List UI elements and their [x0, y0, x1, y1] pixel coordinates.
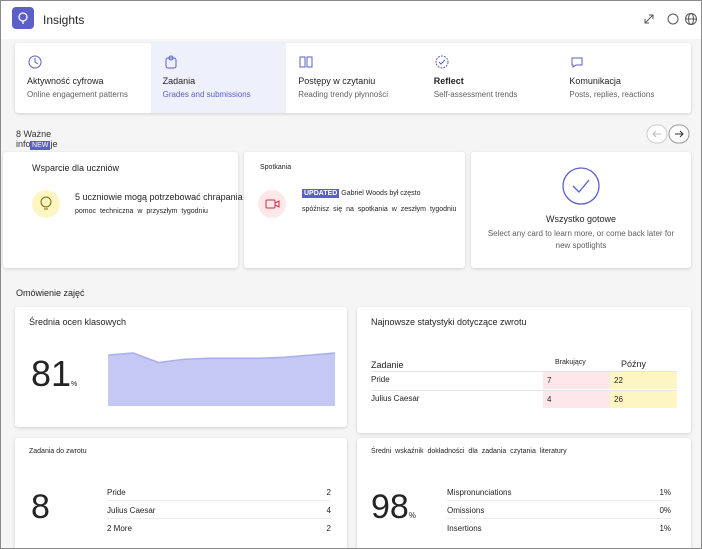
spotlight-card[interactable]: Wsparcie dla uczniów 5 uczniowie mogą po…: [3, 152, 243, 268]
to-return-card[interactable]: Zadania do zwrotu 8 Pride 2 Julius Caesar 4…: [15, 438, 347, 548]
col-header: Brakujący: [555, 359, 586, 366]
tab-icon: [571, 57, 583, 68]
cell: 7: [543, 372, 610, 389]
header: Insights: [1, 1, 701, 39]
tab-icon: [165, 55, 177, 69]
cell: Julius Caesar: [371, 394, 420, 403]
cell: 26: [610, 391, 677, 408]
spotlight-card[interactable]: Spotkania UPDATED Gabriel Woods był częs…: [244, 152, 465, 268]
card-text: pomoc techniczna w przyszłym tygodniu: [75, 208, 208, 215]
value: 98: [371, 488, 409, 526]
tab-subtitle: Grades and submissions: [162, 90, 251, 99]
meeting-icon: [258, 190, 286, 218]
tab-subtitle: Posts, replies, reactions: [569, 90, 655, 99]
text: Gabriel Woods był często: [341, 190, 421, 197]
bulb-icon: [32, 190, 60, 218]
app-title: Insights: [43, 13, 85, 27]
tab-title: Zadania: [162, 76, 196, 86]
tab[interactable]: Postępy w czytaniu Reading trendy płynnoś…: [286, 43, 421, 113]
row-label: 2 More: [107, 524, 132, 533]
accuracy-card[interactable]: Średni wskaźnik dokładności dla zadania …: [357, 438, 691, 548]
row-divider: [371, 371, 677, 372]
app-icon: [12, 7, 34, 29]
row-value: 2: [326, 488, 331, 497]
row-divider: [107, 500, 331, 501]
row-label: Julius Caesar: [107, 506, 156, 515]
average-card[interactable]: Średnia ocen klasowych 81%: [15, 307, 347, 427]
row-value: 2: [326, 524, 331, 533]
big-value: 81%: [31, 353, 77, 395]
row-value: 1%: [659, 488, 671, 497]
row-divider: [447, 518, 671, 519]
cell: 4: [543, 391, 610, 408]
card-title: Średni wskaźnik dokładności dla zadania …: [371, 448, 567, 455]
card-title: Średnia ocen klasowych: [29, 317, 127, 327]
tab-icon: [28, 55, 42, 69]
row-divider: [447, 500, 671, 501]
big-value: 98%: [371, 488, 416, 527]
col-header: Zadanie: [371, 360, 404, 370]
spotlights-heading: 8 Ważne informacje NEW: [16, 129, 88, 150]
unit: %: [71, 381, 78, 388]
check-icon: [562, 167, 600, 205]
card-text: Select any card to learn more, or come b…: [487, 229, 675, 250]
window-controls[interactable]: [641, 11, 697, 27]
tab[interactable]: Komunikacja Posts, replies, reactions: [557, 43, 692, 113]
card-title: Spotkania: [260, 164, 292, 171]
trend-area: [108, 353, 335, 406]
tab-subtitle: Self-assessment trends: [433, 90, 518, 99]
tab-subtitle: Online engagement patterns: [27, 90, 128, 99]
updated-badge: UPDATED: [302, 189, 340, 198]
row-label: Pride: [107, 488, 126, 497]
card-title: Wsparcie dla uczniów: [32, 163, 120, 173]
carousel-nav[interactable]: [646, 124, 690, 144]
tab-icon: [299, 56, 313, 68]
row-label: Omissions: [447, 506, 485, 515]
row-label: Mispronunciations: [447, 488, 512, 497]
value: 81: [31, 353, 72, 394]
overview-heading: Omówienie zajęć: [16, 288, 85, 298]
tab[interactable]: Zadania Grades and submissions: [150, 43, 286, 113]
tab-icon: [435, 55, 449, 69]
card-text: UPDATED Gabriel Woods był często: [302, 189, 421, 198]
trend-chart: [108, 352, 335, 406]
row-value: 1%: [659, 524, 671, 533]
tab-subtitle: Reading trendy płynności: [298, 90, 389, 99]
row-label: Insertions: [447, 524, 482, 533]
trend-line: [108, 352, 335, 364]
card-title: Wszystko gotowe: [545, 214, 617, 224]
row-divider: [371, 390, 677, 391]
tab-title: Reflect: [433, 76, 464, 86]
card-title: Najnowsze statystyki dotyczące zwrotu: [371, 317, 527, 327]
icon: [18, 12, 28, 24]
tab[interactable]: Aktywność cyfrowa Online engagement patte…: [15, 43, 150, 113]
returns-card[interactable]: Najnowsze statystyki dotyczące zwrotu Za…: [357, 307, 691, 433]
tab-title: Aktywność cyfrowa: [27, 76, 104, 86]
card-text: spóźnisz się na spotkania w zeszłym tygo…: [302, 206, 457, 213]
cell: 22: [610, 372, 677, 389]
cell: Pride: [371, 375, 390, 384]
card-text: 5 uczniowie mogą potrzebować chrapania: [75, 192, 243, 202]
row-divider: [107, 518, 331, 519]
unit: %: [408, 511, 416, 520]
card-title: Zadania do zwrotu: [29, 448, 87, 455]
big-value: 8: [31, 488, 50, 526]
row-value: 0%: [659, 506, 671, 515]
tab-title: Komunikacja: [569, 76, 621, 86]
tab-strip: Aktywność cyfrowa Online engagement patte…: [15, 43, 691, 113]
tab[interactable]: Reflect Self-assessment trends: [422, 43, 557, 113]
tab-title: Postępy w czytaniu: [298, 76, 376, 86]
spotlight-card: Wszystko gotowe Select any card to learn…: [471, 152, 691, 268]
col-header: Późny: [621, 359, 647, 369]
row-value: 4: [326, 506, 331, 515]
new-badge: NEW: [30, 141, 51, 150]
